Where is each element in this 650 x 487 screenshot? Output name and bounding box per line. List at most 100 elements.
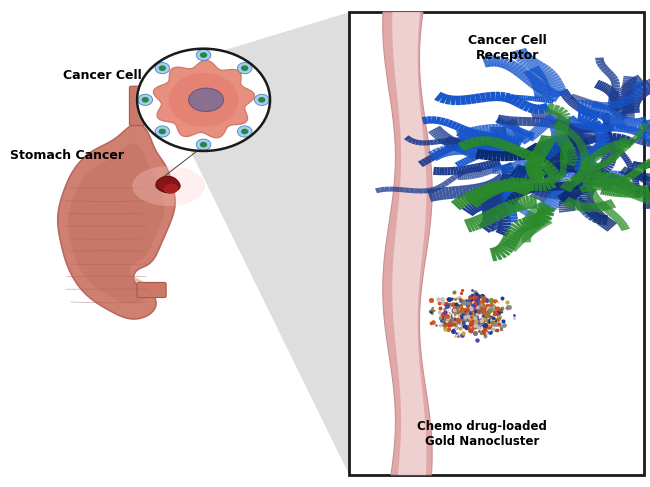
Polygon shape xyxy=(508,94,510,99)
Polygon shape xyxy=(587,152,597,157)
Polygon shape xyxy=(576,124,581,133)
Polygon shape xyxy=(644,185,648,197)
Polygon shape xyxy=(632,88,642,91)
Polygon shape xyxy=(498,186,510,195)
Polygon shape xyxy=(156,176,180,193)
Polygon shape xyxy=(621,98,629,105)
Polygon shape xyxy=(489,247,497,262)
Polygon shape xyxy=(534,179,538,191)
Polygon shape xyxy=(499,242,515,250)
Polygon shape xyxy=(482,211,495,224)
Polygon shape xyxy=(571,187,580,197)
Polygon shape xyxy=(604,173,614,180)
Polygon shape xyxy=(470,171,474,179)
Polygon shape xyxy=(608,133,612,140)
Polygon shape xyxy=(599,82,606,91)
Polygon shape xyxy=(497,212,510,218)
Polygon shape xyxy=(594,80,601,89)
Polygon shape xyxy=(590,193,599,198)
Polygon shape xyxy=(465,127,473,135)
Polygon shape xyxy=(512,175,518,177)
Polygon shape xyxy=(619,137,628,141)
Polygon shape xyxy=(560,168,569,176)
Polygon shape xyxy=(594,214,607,224)
Polygon shape xyxy=(462,185,467,198)
Polygon shape xyxy=(576,167,590,175)
Polygon shape xyxy=(596,126,599,132)
Polygon shape xyxy=(593,101,598,107)
Polygon shape xyxy=(463,137,467,143)
Polygon shape xyxy=(536,183,541,192)
Polygon shape xyxy=(483,213,496,217)
Polygon shape xyxy=(496,114,503,124)
Polygon shape xyxy=(628,186,638,192)
Polygon shape xyxy=(594,173,606,178)
Polygon shape xyxy=(623,182,630,190)
Polygon shape xyxy=(628,167,635,170)
Polygon shape xyxy=(619,113,627,121)
Polygon shape xyxy=(629,186,632,198)
Polygon shape xyxy=(626,94,643,103)
Polygon shape xyxy=(526,117,531,126)
Polygon shape xyxy=(634,185,640,194)
Polygon shape xyxy=(524,173,532,179)
Polygon shape xyxy=(532,149,547,156)
Polygon shape xyxy=(558,89,568,94)
Polygon shape xyxy=(481,169,487,176)
Polygon shape xyxy=(578,172,586,182)
Polygon shape xyxy=(622,109,640,114)
Polygon shape xyxy=(558,173,566,176)
Polygon shape xyxy=(595,142,605,148)
Polygon shape xyxy=(563,192,571,201)
Polygon shape xyxy=(629,169,636,177)
Polygon shape xyxy=(527,169,538,173)
Polygon shape xyxy=(616,97,630,99)
Polygon shape xyxy=(521,226,534,236)
Polygon shape xyxy=(558,120,564,127)
Polygon shape xyxy=(485,148,491,155)
Polygon shape xyxy=(644,80,650,93)
Polygon shape xyxy=(530,79,542,89)
Polygon shape xyxy=(524,143,538,151)
Polygon shape xyxy=(547,80,563,87)
Polygon shape xyxy=(490,224,502,232)
Polygon shape xyxy=(510,223,526,234)
Polygon shape xyxy=(616,149,623,153)
Polygon shape xyxy=(465,172,468,180)
Polygon shape xyxy=(586,203,589,212)
Polygon shape xyxy=(524,149,530,160)
Polygon shape xyxy=(495,124,499,134)
Polygon shape xyxy=(485,218,498,224)
Polygon shape xyxy=(497,136,502,142)
Polygon shape xyxy=(495,181,501,192)
Polygon shape xyxy=(489,146,495,157)
Polygon shape xyxy=(586,109,589,116)
Polygon shape xyxy=(610,116,616,123)
Polygon shape xyxy=(543,169,558,176)
Polygon shape xyxy=(465,198,479,208)
Polygon shape xyxy=(586,99,590,104)
Polygon shape xyxy=(584,98,588,104)
Polygon shape xyxy=(640,121,649,135)
Polygon shape xyxy=(619,171,624,180)
Polygon shape xyxy=(452,186,457,199)
Polygon shape xyxy=(624,173,631,181)
Polygon shape xyxy=(576,149,592,152)
Polygon shape xyxy=(603,119,610,121)
Polygon shape xyxy=(518,117,523,126)
Polygon shape xyxy=(593,173,603,184)
Polygon shape xyxy=(545,139,552,147)
Polygon shape xyxy=(564,182,568,190)
Polygon shape xyxy=(534,96,537,101)
Polygon shape xyxy=(593,127,607,134)
Polygon shape xyxy=(470,139,472,149)
Polygon shape xyxy=(566,125,577,135)
Polygon shape xyxy=(646,159,650,166)
Polygon shape xyxy=(506,125,512,136)
Polygon shape xyxy=(572,201,578,209)
Polygon shape xyxy=(508,151,514,161)
Polygon shape xyxy=(499,186,514,191)
Polygon shape xyxy=(473,130,480,137)
Polygon shape xyxy=(569,100,578,106)
Polygon shape xyxy=(532,162,538,169)
